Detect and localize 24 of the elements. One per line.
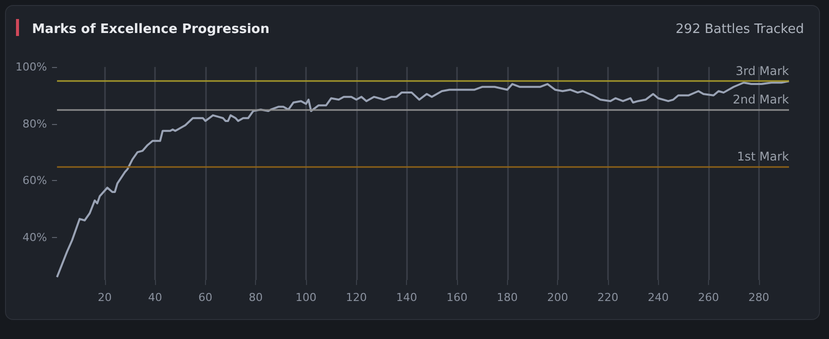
x-tick-label: 160: [446, 291, 468, 304]
ref-line-label: 2nd Mark: [732, 92, 790, 107]
ref-line-label: 3rd Mark: [736, 64, 790, 78]
y-tick-label: 60%: [22, 174, 47, 188]
x-tick-label: 180: [496, 291, 518, 304]
x-tick-label: 140: [396, 291, 418, 304]
x-tick-label: 60: [198, 291, 212, 304]
x-tick-label: 280: [748, 291, 770, 304]
x-tick-label: 200: [547, 291, 568, 304]
line-series: [56, 80, 790, 278]
x-tick-label: 100: [296, 291, 317, 304]
x-tick-label: 40: [148, 291, 162, 304]
y-tick-label: 100%: [16, 60, 47, 74]
x-tick-label: 220: [597, 291, 618, 304]
y-tick-label: 40%: [22, 230, 47, 244]
x-tick-label: 260: [698, 291, 720, 304]
x-tick-label: 120: [346, 291, 367, 304]
x-tick-label: 240: [648, 291, 669, 304]
chart-subtitle: 292 Battles Tracked: [676, 22, 804, 37]
chart-title: Marks of Excellence Progression: [32, 22, 270, 37]
x-tick-label: 20: [98, 291, 112, 304]
y-tick-label: 80%: [22, 117, 47, 130]
x-tick-label: 80: [248, 291, 263, 304]
ref-line-label: 1st Mark: [737, 149, 790, 164]
